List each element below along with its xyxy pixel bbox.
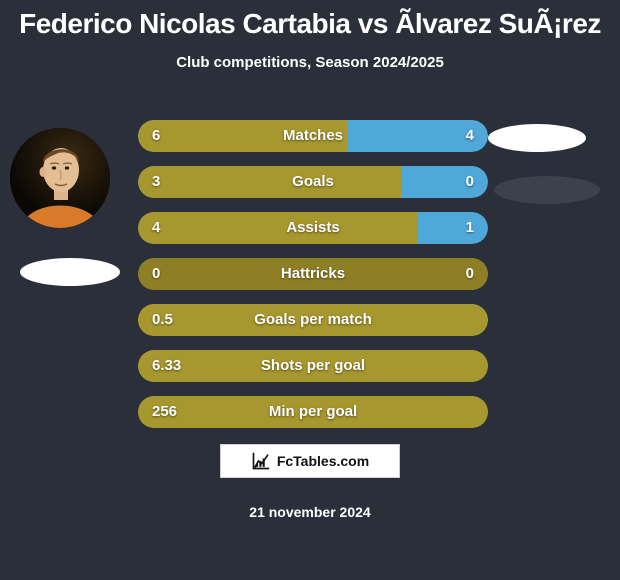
stat-right-value: 0 (466, 258, 474, 290)
stat-row-goals-per-match: 0.5 Goals per match (138, 304, 488, 336)
player-left-name-pill (20, 258, 120, 286)
stat-right-value: 4 (466, 120, 474, 152)
stat-row-assists: 4 Assists 1 (138, 212, 488, 244)
stat-row-min-per-goal: 256 Min per goal (138, 396, 488, 428)
footer-date: 21 november 2024 (0, 504, 620, 520)
stat-label: Matches (138, 120, 488, 152)
stat-right-value: 1 (466, 212, 474, 244)
stat-row-shots-per-goal: 6.33 Shots per goal (138, 350, 488, 382)
stat-label: Min per goal (138, 396, 488, 428)
player-left-avatar (10, 128, 110, 228)
stat-label: Goals per match (138, 304, 488, 336)
stat-row-goals: 3 Goals 0 (138, 166, 488, 198)
brand-box[interactable]: FcTables.com (220, 444, 400, 478)
page-title: Federico Nicolas Cartabia vs Ãlvarez SuÃ… (0, 0, 620, 40)
stat-right-value: 0 (466, 166, 474, 198)
brand-text: FcTables.com (277, 453, 369, 469)
avatar-left-svg (10, 128, 110, 228)
stat-label: Assists (138, 212, 488, 244)
page-subtitle: Club competitions, Season 2024/2025 (0, 54, 620, 71)
stat-label: Hattricks (138, 258, 488, 290)
stats-bars: 6 Matches 4 3 Goals 0 4 Assists 1 0 Hatt… (138, 120, 488, 442)
stat-label: Goals (138, 166, 488, 198)
stat-label: Shots per goal (138, 350, 488, 382)
stat-row-hattricks: 0 Hattricks 0 (138, 258, 488, 290)
brand-chart-icon (251, 451, 271, 471)
player-right-name-pill (494, 176, 600, 204)
player-right-avatar-placeholder (488, 124, 586, 152)
stat-row-matches: 6 Matches 4 (138, 120, 488, 152)
